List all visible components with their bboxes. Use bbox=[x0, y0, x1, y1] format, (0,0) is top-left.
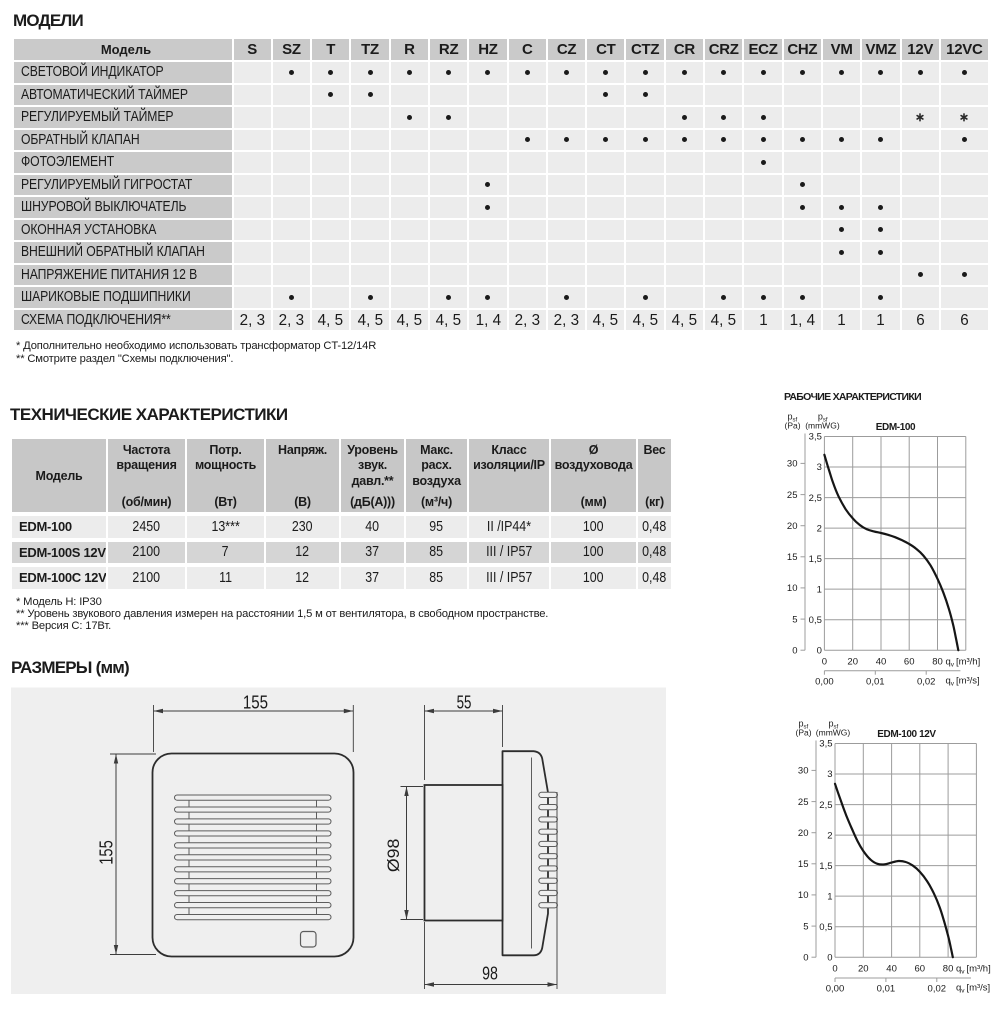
svg-text:60: 60 bbox=[904, 657, 915, 668]
svg-text:20: 20 bbox=[798, 828, 809, 839]
svg-text:2: 2 bbox=[817, 523, 822, 534]
svg-text:0: 0 bbox=[822, 657, 827, 668]
svg-text:EDM-100 12V: EDM-100 12V bbox=[877, 729, 936, 740]
svg-text:40: 40 bbox=[876, 657, 887, 668]
svg-text:2,5: 2,5 bbox=[809, 493, 822, 504]
svg-text:qv [m³/h]: qv [m³/h] bbox=[956, 964, 991, 976]
svg-text:15: 15 bbox=[787, 552, 798, 563]
svg-text:20: 20 bbox=[847, 657, 858, 668]
svg-text:0,00: 0,00 bbox=[815, 677, 834, 688]
svg-text:1,5: 1,5 bbox=[819, 861, 832, 872]
svg-text:qv [m³/s]: qv [m³/s] bbox=[956, 983, 990, 995]
svg-text:10: 10 bbox=[798, 890, 809, 901]
svg-text:25: 25 bbox=[798, 797, 809, 808]
svg-text:Ø98: Ø98 bbox=[384, 839, 403, 873]
svg-text:0,02: 0,02 bbox=[917, 677, 936, 688]
svg-text:psf: psf bbox=[788, 412, 798, 424]
svg-text:3: 3 bbox=[827, 769, 832, 780]
svg-text:psf: psf bbox=[829, 719, 839, 731]
svg-text:0,00: 0,00 bbox=[826, 984, 845, 995]
svg-text:0: 0 bbox=[792, 645, 797, 656]
svg-text:0: 0 bbox=[817, 645, 822, 656]
svg-text:(Pa): (Pa) bbox=[796, 728, 812, 738]
svg-text:80: 80 bbox=[943, 964, 954, 975]
svg-text:0: 0 bbox=[803, 952, 808, 963]
svg-text:5: 5 bbox=[803, 921, 808, 932]
svg-text:(Pa): (Pa) bbox=[785, 421, 801, 431]
svg-text:0,01: 0,01 bbox=[866, 677, 885, 688]
svg-text:25: 25 bbox=[787, 490, 798, 501]
svg-text:20: 20 bbox=[858, 964, 869, 975]
svg-text:155: 155 bbox=[243, 693, 268, 713]
svg-text:qv [m³/h]: qv [m³/h] bbox=[946, 657, 981, 669]
svg-text:20: 20 bbox=[787, 521, 798, 532]
svg-text:3,5: 3,5 bbox=[819, 739, 832, 750]
svg-text:2,5: 2,5 bbox=[819, 800, 832, 811]
svg-text:1: 1 bbox=[817, 584, 822, 595]
svg-text:155: 155 bbox=[97, 840, 117, 865]
svg-text:EDM-100: EDM-100 bbox=[876, 422, 916, 433]
svg-text:psf: psf bbox=[818, 412, 828, 424]
svg-text:1,5: 1,5 bbox=[809, 554, 822, 565]
svg-text:(mmWG): (mmWG) bbox=[816, 728, 851, 738]
svg-text:30: 30 bbox=[798, 766, 809, 777]
svg-text:5: 5 bbox=[792, 614, 797, 625]
svg-text:30: 30 bbox=[787, 459, 798, 470]
svg-text:3,5: 3,5 bbox=[809, 432, 822, 443]
svg-text:(mmWG): (mmWG) bbox=[805, 421, 840, 431]
svg-text:0,5: 0,5 bbox=[809, 615, 822, 626]
svg-text:55: 55 bbox=[457, 693, 472, 713]
svg-text:psf: psf bbox=[799, 719, 809, 731]
svg-text:qv [m³/s]: qv [m³/s] bbox=[946, 676, 980, 688]
svg-text:0: 0 bbox=[832, 964, 837, 975]
svg-text:0,5: 0,5 bbox=[819, 922, 832, 933]
svg-text:1: 1 bbox=[827, 891, 832, 902]
svg-text:10: 10 bbox=[787, 583, 798, 594]
svg-text:60: 60 bbox=[915, 964, 926, 975]
svg-text:0: 0 bbox=[827, 952, 832, 963]
svg-text:98: 98 bbox=[482, 964, 498, 984]
svg-text:0,01: 0,01 bbox=[877, 984, 896, 995]
svg-text:0,02: 0,02 bbox=[928, 984, 947, 995]
svg-text:3: 3 bbox=[817, 462, 822, 473]
svg-text:15: 15 bbox=[798, 859, 809, 870]
svg-text:40: 40 bbox=[886, 964, 897, 975]
svg-text:80: 80 bbox=[932, 657, 943, 668]
svg-text:2: 2 bbox=[827, 830, 832, 841]
